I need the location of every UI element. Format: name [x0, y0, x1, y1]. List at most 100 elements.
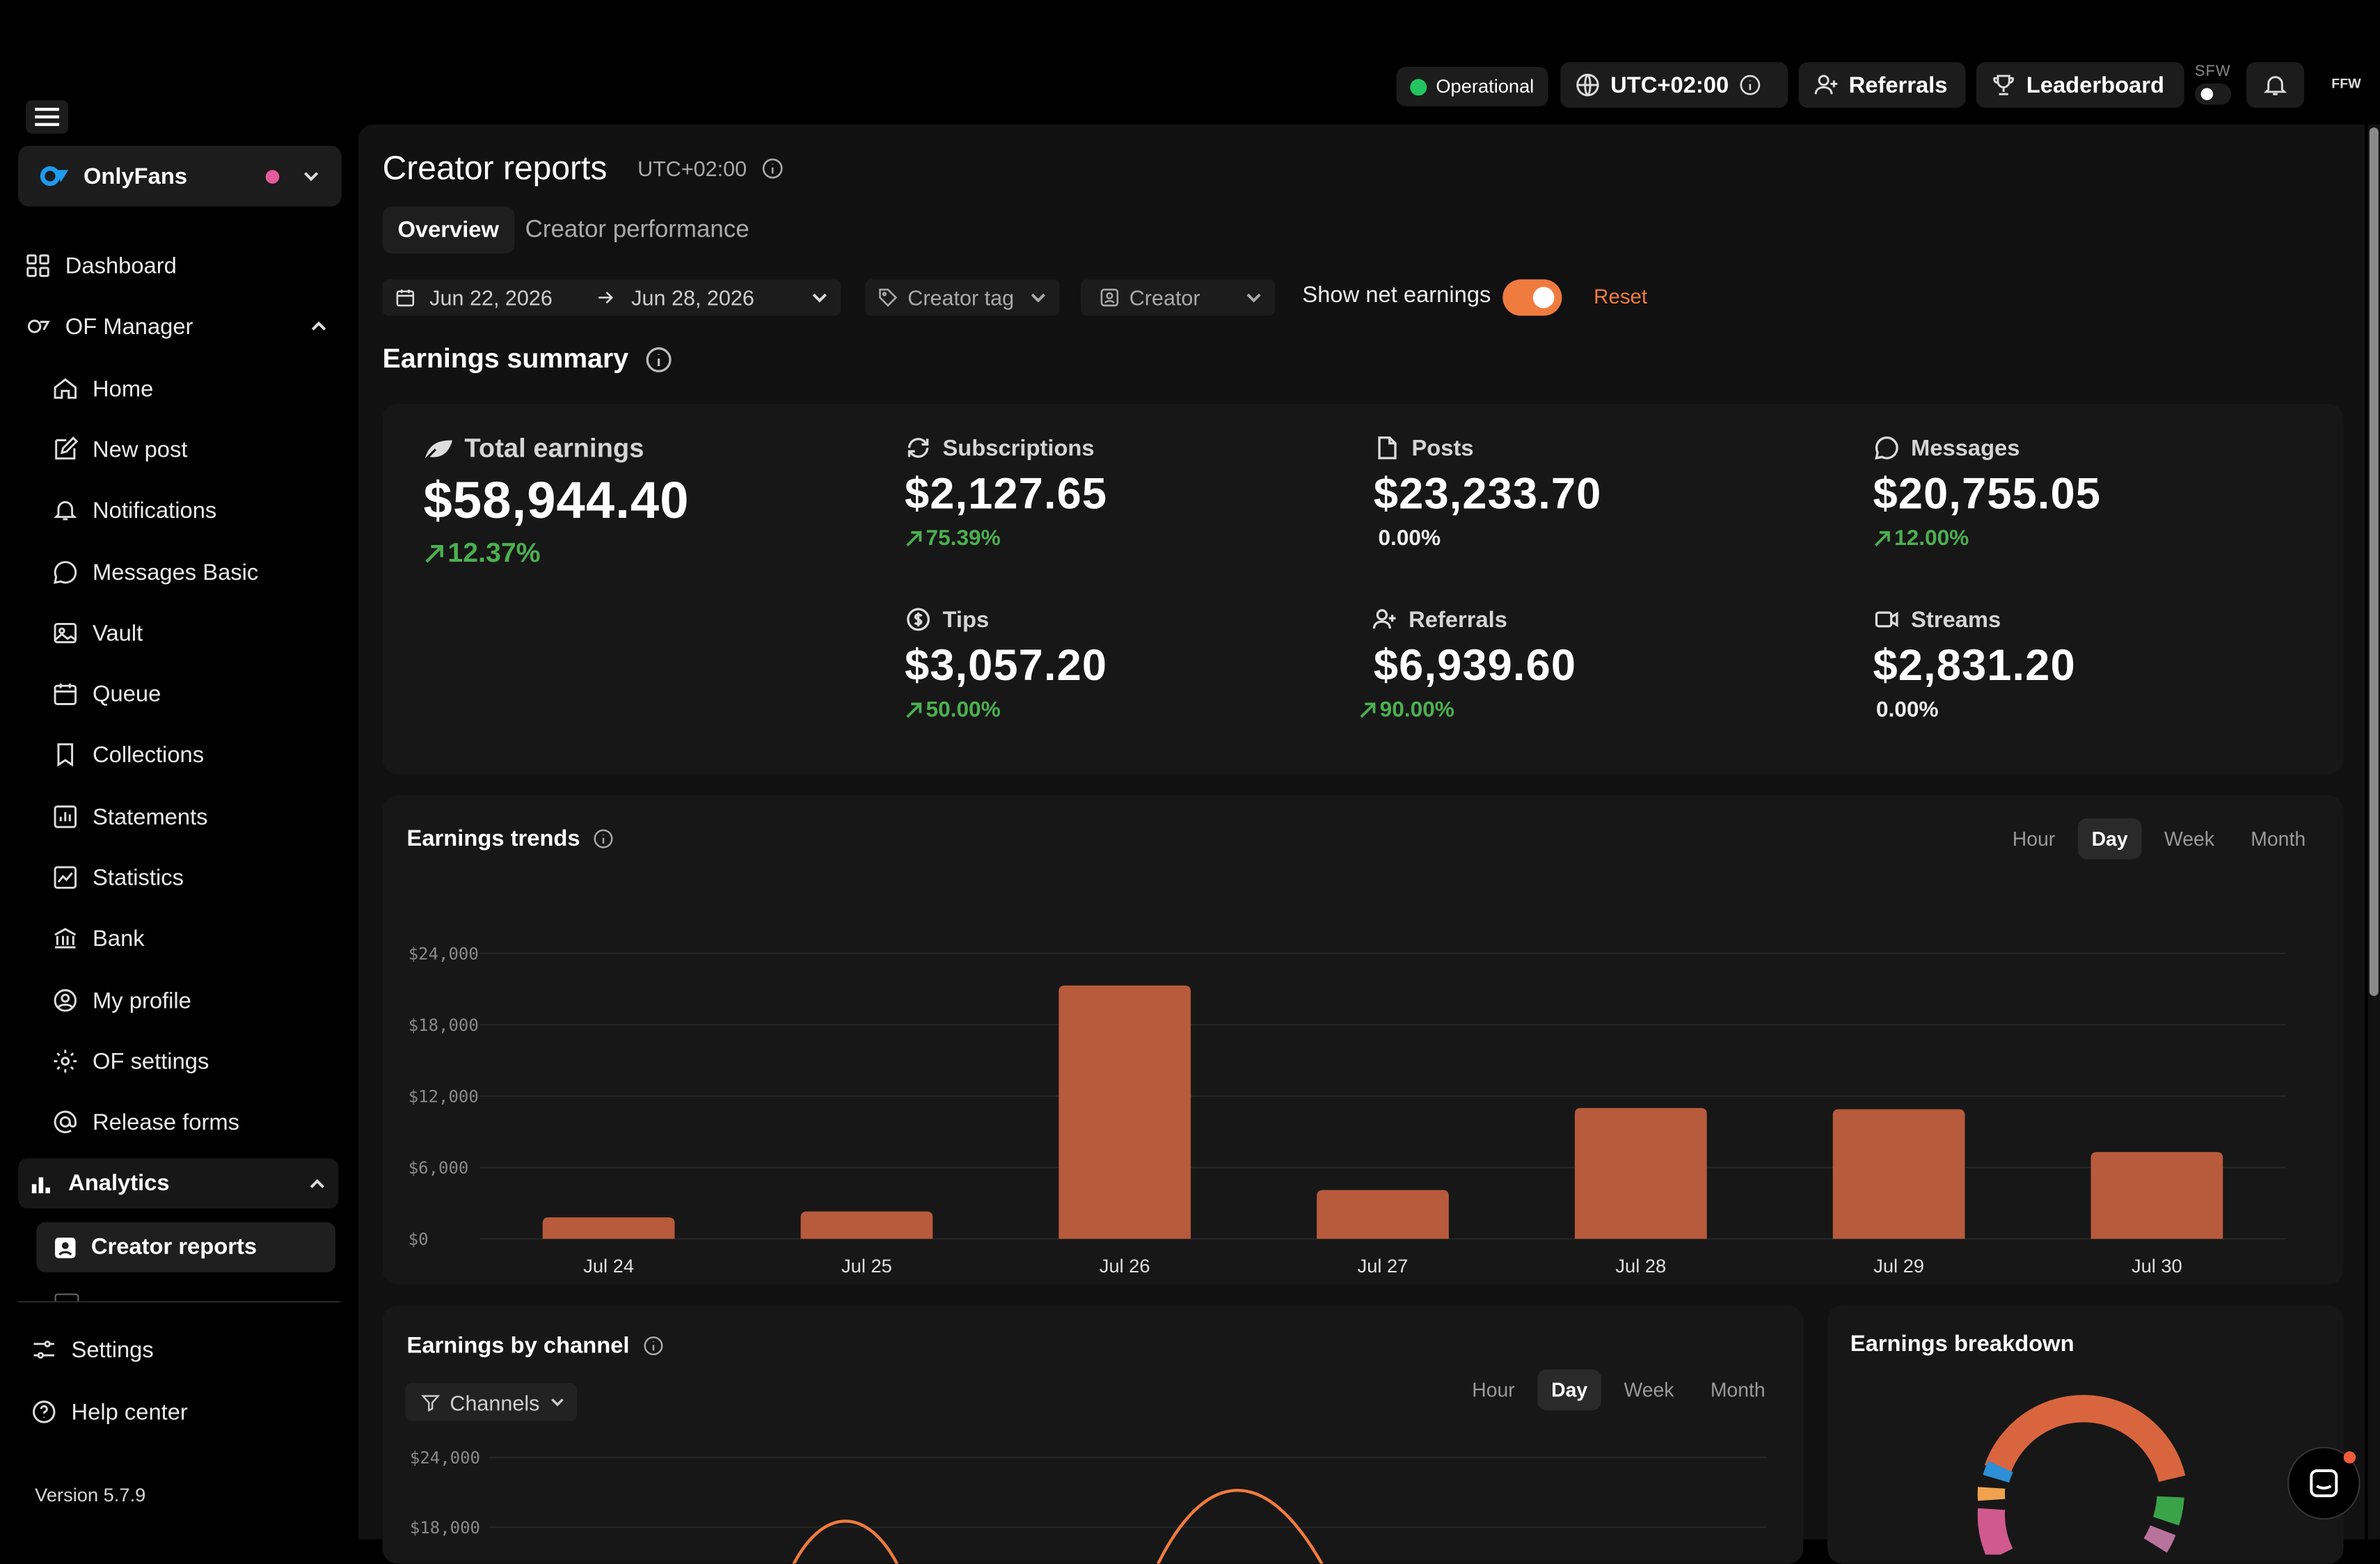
sidebar-item-home[interactable]: Home [51, 366, 153, 411]
sidebar-item-label: Notifications [93, 497, 216, 523]
page-timezone: UTC+02:00 [637, 157, 747, 181]
creator-select[interactable]: Creator [1081, 279, 1275, 315]
sidebar-item-statements[interactable]: Statements [51, 794, 207, 839]
sidebar-item-queue[interactable]: Queue [51, 671, 161, 716]
info-icon[interactable] [642, 1334, 665, 1357]
channel-period-selector: Hour Day Week Month [1459, 1369, 1779, 1410]
scrollbar-track[interactable] [2368, 125, 2380, 1540]
channels-filter[interactable]: Channels [405, 1383, 576, 1421]
period-week[interactable]: Week [2150, 819, 2228, 860]
period-day[interactable]: Day [1537, 1369, 1601, 1410]
account-name: OnlyFans [84, 163, 252, 189]
info-icon[interactable] [592, 828, 615, 851]
sidebar-item-notifications[interactable]: Notifications [51, 487, 216, 532]
at-sign-icon [51, 1108, 79, 1135]
kpi-value: $20,755.05 [1873, 471, 2102, 521]
sidebar-item-label: OF settings [93, 1048, 209, 1074]
bar-jul-27[interactable] [1317, 1190, 1449, 1239]
sidebar-item-label: Collections [93, 741, 204, 767]
show-net-earnings-toggle[interactable] [1502, 279, 1562, 315]
home-icon [51, 375, 79, 402]
info-icon[interactable] [761, 157, 785, 181]
creator-label: Creator [1129, 285, 1236, 310]
reset-button[interactable]: Reset [1594, 285, 1647, 308]
kpi-label: Messages [1911, 435, 2020, 461]
sidebar-item-label: Creator reports [91, 1234, 257, 1260]
sidebar-item-of-settings[interactable]: OF settings [51, 1038, 209, 1084]
sidebar-item-messages-basic[interactable]: Messages Basic [51, 550, 258, 595]
kpi-value: $6,939.60 [1371, 642, 1577, 693]
sidebar-group-of-manager[interactable]: OF Manager [24, 303, 328, 349]
tab-overview[interactable]: Overview [383, 207, 514, 254]
period-month[interactable]: Month [1697, 1369, 1779, 1410]
edit-icon [51, 436, 79, 463]
arrow-up-right-icon [1873, 530, 1891, 548]
date-range-picker[interactable]: Jun 22, 2026 Jun 28, 2026 [383, 279, 841, 315]
date-start: Jun 22, 2026 [429, 285, 553, 310]
gear-icon [51, 1048, 79, 1075]
period-hour[interactable]: Hour [1999, 819, 2069, 860]
sidebar-item-statistics[interactable]: Statistics [51, 855, 184, 900]
donut-slice-messages [1997, 1409, 2172, 1479]
kpi-label: Referrals [1409, 606, 1507, 632]
sidebar-item-bank[interactable]: Bank [51, 915, 144, 961]
period-hour[interactable]: Hour [1459, 1369, 1529, 1410]
kpi-delta: 0.00% [1873, 698, 2076, 722]
kpi-posts: Posts $23,233.70 0.00% [1374, 434, 1602, 551]
account-switcher[interactable]: OnlyFans [18, 145, 342, 206]
tab-creator-performance[interactable]: Creator performance [525, 207, 749, 254]
menu-toggle-button[interactable] [26, 100, 68, 134]
bar-jul-25[interactable] [801, 1211, 933, 1238]
creator-tag-select[interactable]: Creator tag [865, 279, 1059, 315]
notifications-bell-button[interactable] [2246, 62, 2304, 107]
sidebar-item-release-forms[interactable]: Release forms [51, 1099, 239, 1144]
sidebar-item-label: Bank [93, 925, 145, 951]
sidebar-item-my-profile[interactable]: My profile [51, 978, 191, 1023]
sidebar-item-collections[interactable]: Collections [51, 732, 204, 777]
calendar-icon [51, 680, 79, 707]
sidebar-item-creator-reports[interactable]: Creator reports [36, 1222, 335, 1272]
xtick-label: Jul 30 [2132, 1255, 2182, 1277]
status-pill[interactable]: Operational [1397, 67, 1548, 106]
info-icon[interactable] [644, 344, 674, 374]
earnings-trends-card: Earnings trends Hour Day Week Month $0$6… [383, 796, 2344, 1284]
earnings-by-channel-title: Earnings by channel [407, 1333, 630, 1359]
period-day[interactable]: Day [2078, 819, 2141, 860]
leaderboard-label: Leaderboard [2026, 72, 2164, 98]
sfw-toggle[interactable] [2195, 84, 2231, 105]
sidebar-item-dashboard[interactable]: Dashboard [24, 243, 177, 288]
sidebar-item-new-post[interactable]: New post [51, 427, 187, 472]
main-panel: Creator reports UTC+02:00 Overview Creat… [358, 125, 2365, 1540]
bar-jul-29[interactable] [1833, 1109, 1965, 1239]
line-chart-icon [51, 864, 79, 891]
sidebar-item-settings[interactable]: Settings [31, 1327, 154, 1372]
period-week[interactable]: Week [1610, 1369, 1688, 1410]
bar-jul-28[interactable] [1575, 1108, 1707, 1239]
sidebar-item-help-center[interactable]: Help center [31, 1389, 188, 1435]
chat-launcher-button[interactable] [2287, 1447, 2361, 1520]
timezone-button[interactable]: UTC+02:00 [1560, 62, 1788, 107]
bar-jul-24[interactable] [543, 1217, 675, 1239]
avatar[interactable]: FFW [2331, 76, 2361, 91]
bank-icon [51, 924, 79, 951]
kpi-referrals: Referrals $6,939.60 90.00% [1371, 606, 1577, 722]
bar-jul-26[interactable] [1058, 986, 1191, 1239]
bar-jul-30[interactable] [2091, 1152, 2223, 1239]
onlyfans-logo-icon [40, 166, 70, 187]
filter-funnel-icon [420, 1391, 441, 1413]
leaderboard-button[interactable]: Leaderboard [1976, 62, 2184, 107]
scrollbar-thumb[interactable] [2370, 127, 2379, 996]
hamburger-icon [35, 106, 59, 128]
sidebar-group-analytics[interactable]: Analytics [18, 1158, 338, 1208]
leaf-icon [424, 436, 454, 461]
video-camera-icon [1873, 606, 1901, 633]
period-month[interactable]: Month [2237, 819, 2319, 860]
status-text: Operational [1436, 76, 1534, 97]
kpi-delta: 12.37% [424, 537, 690, 569]
sidebar-item-label: Release forms [93, 1109, 239, 1135]
kpi-label: Posts [1411, 435, 1473, 461]
sidebar-item-vault[interactable]: Vault [51, 610, 143, 656]
earnings-summary-heading: Earnings summary [383, 343, 674, 375]
referrals-button[interactable]: Referrals [1799, 62, 1966, 107]
earnings-by-channel-card: Earnings by channel Channels Hour Day We… [383, 1306, 1804, 1564]
